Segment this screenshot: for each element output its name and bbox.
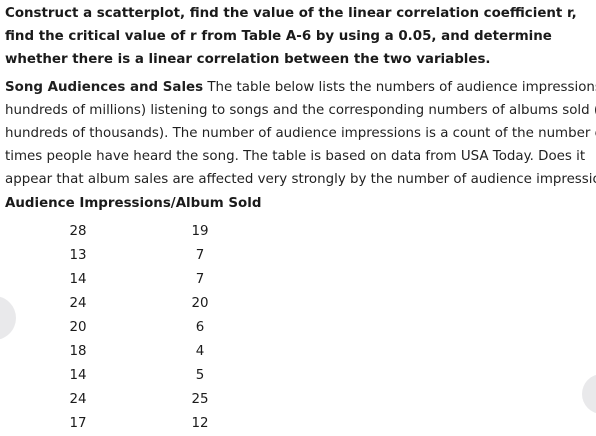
table-row: 14 5: [0, 364, 300, 388]
table-row: 28 19: [0, 220, 300, 244]
table-row: 13 7: [0, 244, 300, 268]
paragraph-line-5: appear that album sales are affected ver…: [5, 172, 596, 187]
albums-cell: 20: [191, 296, 209, 311]
albums-cell: 4: [195, 344, 205, 359]
albums-cell: 6: [195, 320, 205, 335]
impressions-cell: 20: [69, 320, 87, 335]
impressions-cell: 14: [69, 368, 87, 383]
table-row: 24 20: [0, 292, 300, 316]
previous-circle-icon[interactable]: [0, 296, 16, 340]
impressions-cell: 14: [69, 272, 87, 287]
albums-cell: 12: [191, 416, 209, 431]
table-row: 14 7: [0, 268, 300, 292]
table-row: 24 25: [0, 388, 300, 412]
albums-cell: 5: [195, 368, 205, 383]
albums-cell: 25: [191, 392, 209, 407]
albums-cell: 19: [191, 224, 209, 239]
impressions-cell: 24: [69, 296, 87, 311]
impressions-cell: 18: [69, 344, 87, 359]
albums-cell: 7: [195, 248, 205, 263]
impressions-cell: 17: [69, 416, 87, 431]
problem-paragraph: Song Audiences and Sales The table below…: [5, 76, 596, 191]
impressions-cell: 24: [69, 392, 87, 407]
impressions-cell: 28: [69, 224, 87, 239]
data-table: 28 19 13 7 14 7 24 20 20 6 18 4 14 5 24 …: [0, 220, 300, 436]
paragraph-line-1-text: The table below lists the numbers of aud…: [203, 80, 596, 95]
paragraph-line-4: times people have heard the song. The ta…: [5, 149, 586, 164]
paragraph-line-3: hundreds of thousands). The number of au…: [5, 126, 596, 141]
impressions-cell: 13: [69, 248, 87, 263]
question-text: Construct a scatterplot, find the value …: [5, 6, 577, 67]
table-row: 18 4: [0, 340, 300, 364]
table-row: 20 6: [0, 316, 300, 340]
table-row: 17 12: [0, 412, 300, 436]
table-header: Audience Impressions/Album Sold: [5, 196, 262, 211]
problem-title: Song Audiences and Sales: [5, 80, 204, 95]
next-circle-icon[interactable]: [582, 374, 596, 414]
paragraph-line-2: hundreds of millions) listening to songs…: [5, 103, 596, 118]
paragraph-line-1: Song Audiences and Sales The table below…: [5, 76, 596, 99]
albums-cell: 7: [195, 272, 205, 287]
